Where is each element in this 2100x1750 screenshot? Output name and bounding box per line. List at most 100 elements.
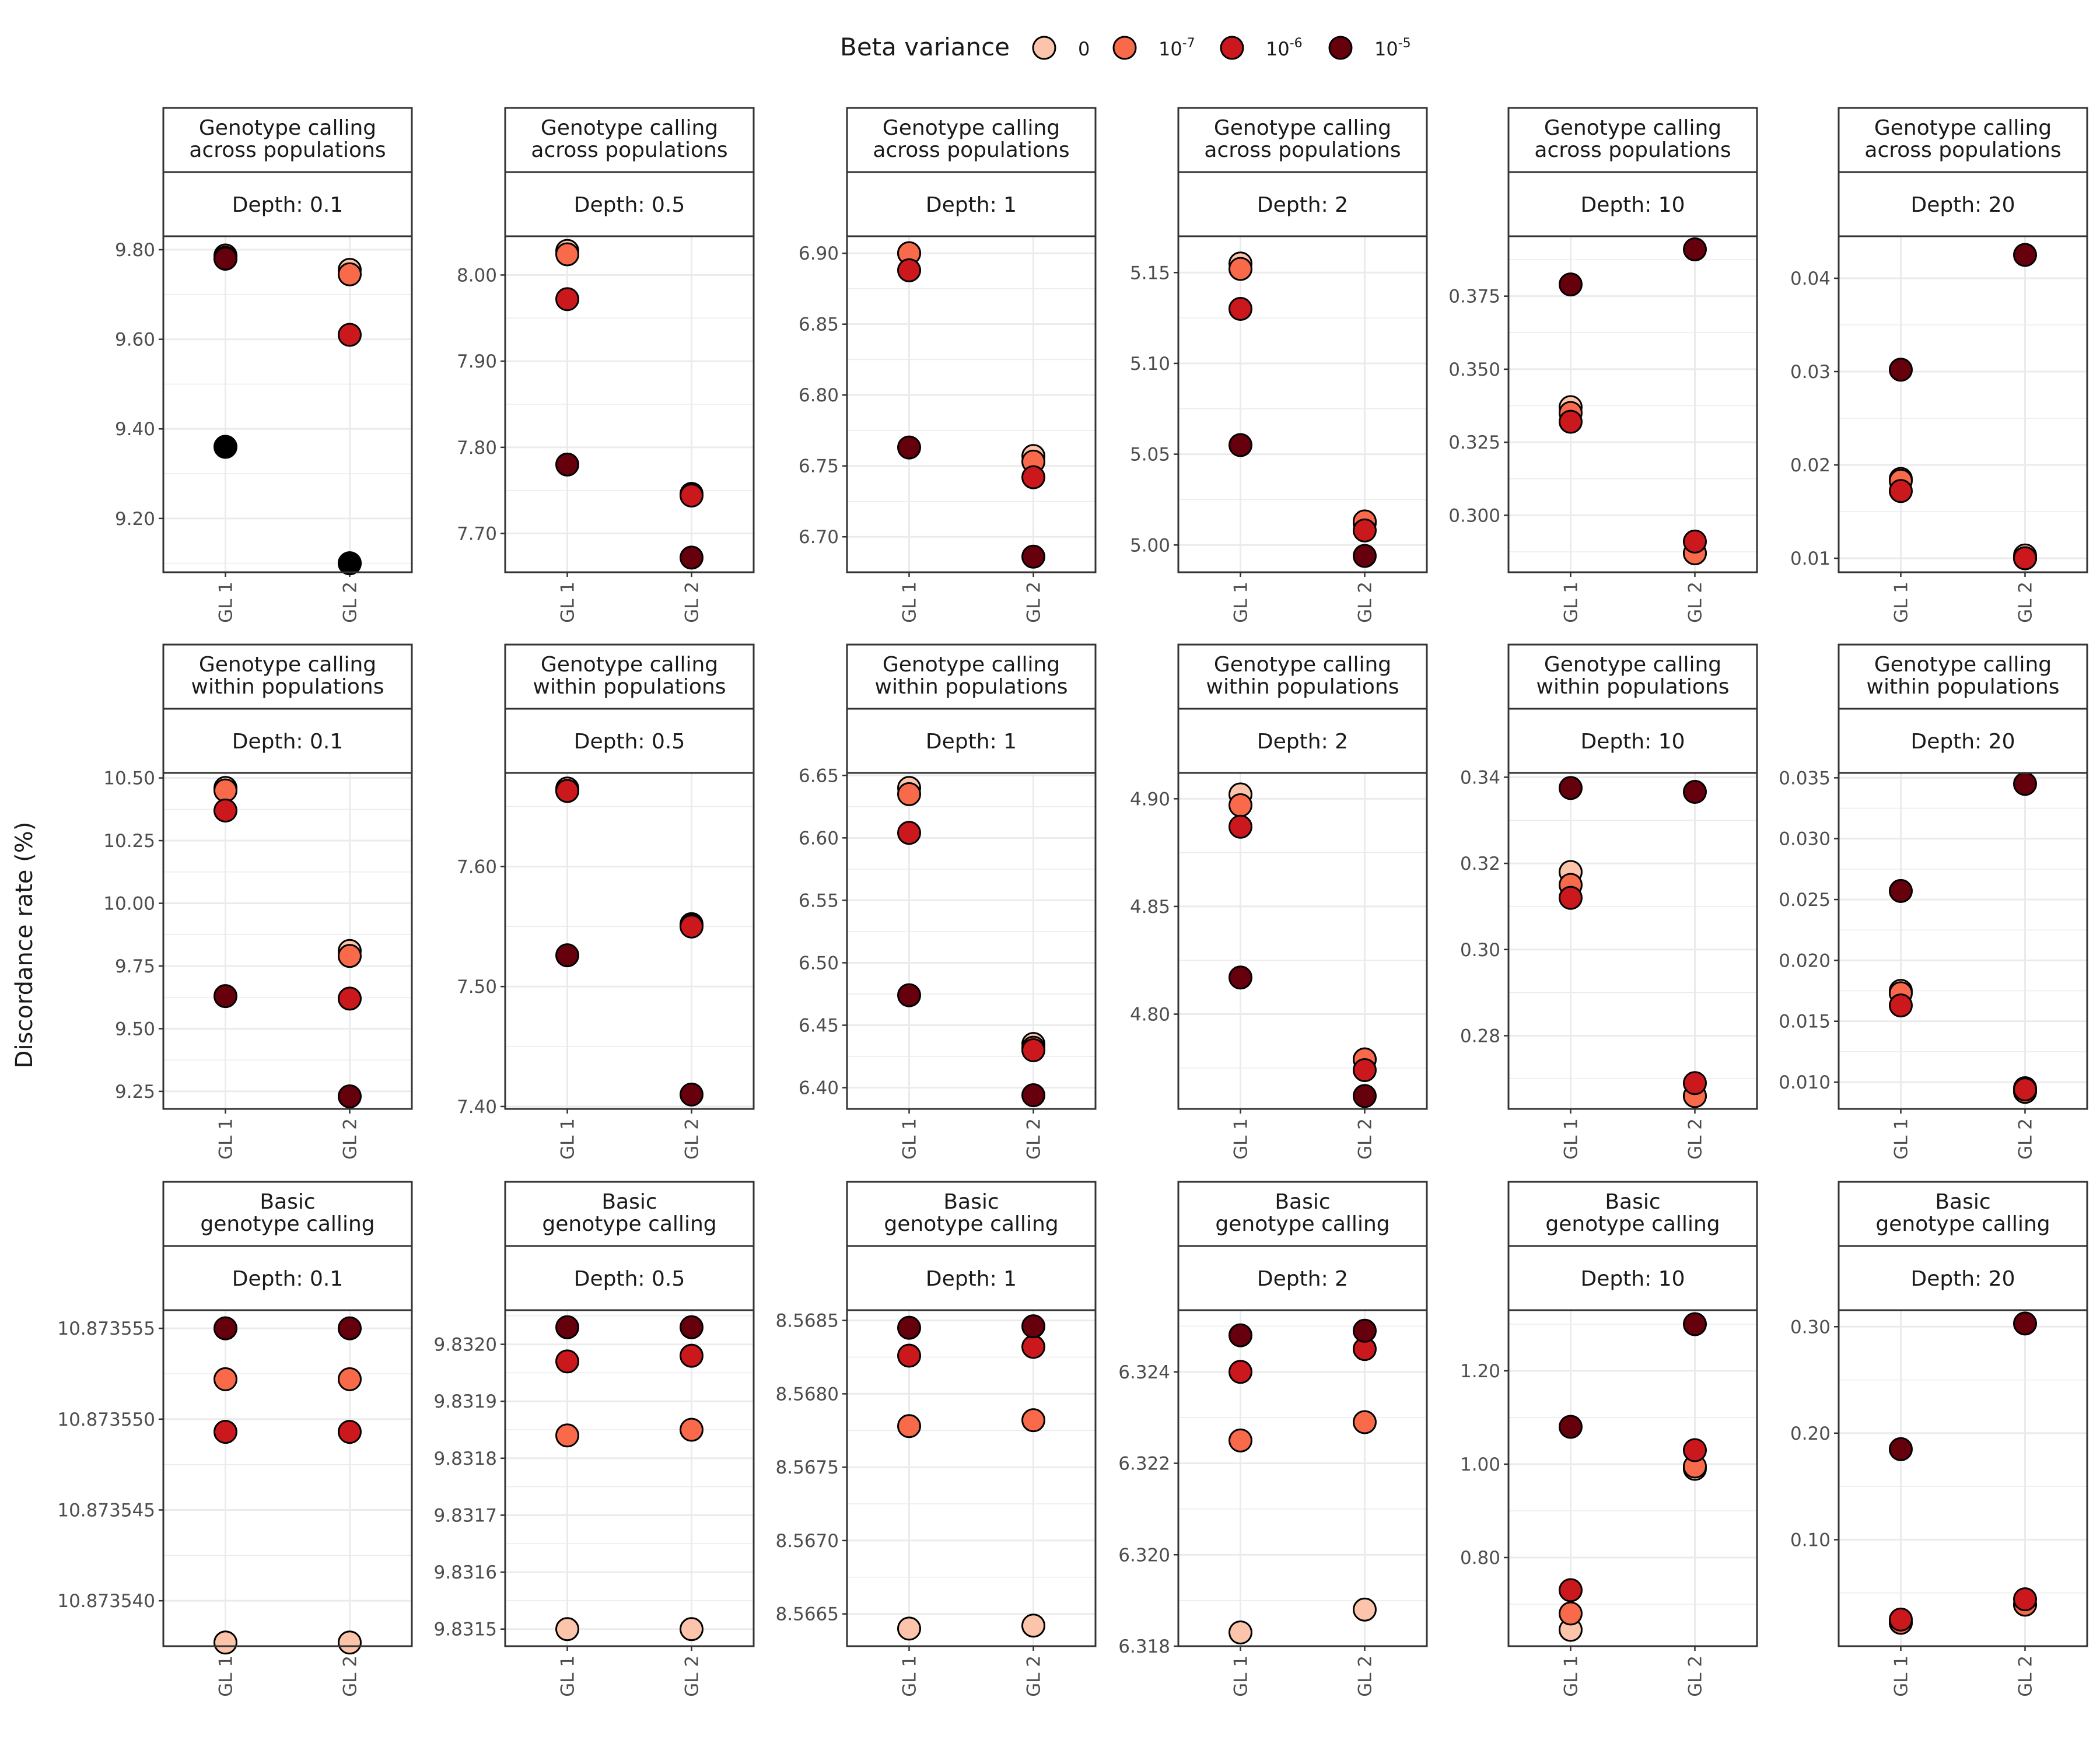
- y-tick-label: 0.325: [1448, 432, 1500, 453]
- panel-strip-method: [162, 107, 413, 173]
- plot-area: [505, 773, 754, 1109]
- panel-method-label: across populations: [1204, 138, 1401, 162]
- point-10^-7-GL1: [897, 782, 921, 806]
- y-tick-label: 8.5675: [776, 1457, 839, 1478]
- point-10^-6-GL2: [1683, 529, 1707, 554]
- y-tick-label: 6.80: [799, 385, 839, 406]
- y-tick-label: 5.00: [1130, 535, 1170, 556]
- y-tick-label: 8.00: [457, 265, 497, 286]
- point-10^-5-GL1: [897, 435, 921, 460]
- y-tick-label: 0.30: [1790, 1317, 1831, 1338]
- y-tick-label: 0.30: [1460, 940, 1500, 961]
- y-tick-label: 9.25: [115, 1082, 155, 1102]
- point-10^-5-GL1: [1228, 1323, 1252, 1348]
- point-10^-5-GL1: [1889, 1437, 1913, 1461]
- point-10^-5-GL2: [2013, 243, 2037, 267]
- y-tick-label: 0.01: [1790, 548, 1831, 569]
- panel-strip-depth: [1177, 171, 1428, 237]
- y-tick-label: 6.75: [799, 456, 839, 477]
- panel-method-label: within populations: [1536, 675, 1730, 699]
- point-10^-5-GL2: [1353, 1318, 1377, 1343]
- panel-method-label: Basic: [1275, 1190, 1330, 1214]
- y-tick-label: 0.20: [1790, 1423, 1831, 1444]
- y-tick-label: 9.8316: [434, 1562, 497, 1583]
- x-tick-label: GL 1: [1561, 582, 1582, 623]
- panel-method-label: across populations: [531, 138, 727, 162]
- point-10^-5-GL2: [1021, 1314, 1045, 1339]
- panel-strip-depth: [1177, 708, 1428, 774]
- y-tick-label: 10.873550: [57, 1409, 155, 1430]
- y-tick-label: 7.70: [457, 524, 497, 545]
- y-tick-label: 8.5685: [776, 1311, 839, 1332]
- x-tick-label: GL 1: [900, 582, 921, 623]
- panel-strip-method: [162, 643, 413, 710]
- point-10^-5-GL1: [214, 984, 237, 1009]
- point-10^-6-GL2: [1021, 1335, 1045, 1359]
- panel-border: [1177, 1309, 1428, 1647]
- point-10^-6-GL1: [897, 1343, 921, 1368]
- x-tick-label: GL 1: [558, 1118, 579, 1160]
- panel-strip-method: [504, 643, 755, 710]
- panel-depth-label: Depth: 10: [1580, 193, 1685, 217]
- point-10^-6-GL2: [2013, 1587, 2037, 1612]
- panel-method-label: genotype calling: [1875, 1212, 2050, 1236]
- legend-title: Beta variance: [840, 33, 1010, 61]
- legend-label-0: 0: [1078, 38, 1090, 60]
- plot-area: [1178, 236, 1427, 572]
- y-tick-label: 0.10: [1790, 1530, 1831, 1550]
- x-tick-label: GL 1: [216, 582, 237, 623]
- y-tick-label: 9.80: [115, 240, 155, 261]
- point-10^-6-GL1: [1228, 297, 1252, 321]
- panel-method-label: within populations: [875, 675, 1068, 699]
- x-tick-label: GL 1: [1891, 582, 1912, 623]
- x-tick-label: GL 1: [1561, 1656, 1582, 1697]
- panel-method-label: across populations: [873, 138, 1069, 162]
- x-tick-label: GL 2: [1355, 1656, 1376, 1697]
- legend: Beta variance 0 10-7 10-6 10-5: [840, 33, 1411, 61]
- point-10^-6-GL2: [680, 914, 704, 939]
- x-tick-label: GL 2: [1024, 582, 1045, 623]
- y-tick-label: 6.70: [799, 527, 839, 548]
- y-tick-label: 9.8319: [434, 1391, 497, 1412]
- point-10^-5-GL2: [1353, 1084, 1377, 1108]
- panel-strip-method: [846, 1181, 1097, 1247]
- y-tick-label: 9.8315: [434, 1619, 497, 1640]
- x-tick-label: GL 2: [2015, 1118, 2036, 1160]
- plot-area: [163, 773, 412, 1109]
- panel-method-label: Basic: [260, 1190, 315, 1214]
- y-tick-label: 9.60: [115, 330, 155, 351]
- panel-strip-method: [1177, 643, 1428, 710]
- y-tick-label: 6.318: [1118, 1636, 1170, 1657]
- y-tick-label: 10.873555: [57, 1318, 155, 1339]
- y-tick-label: 0.03: [1790, 362, 1831, 383]
- point-10^-6-GL1: [214, 798, 237, 822]
- point-10^-6-GL2: [1683, 1438, 1707, 1462]
- y-tick-label: 0.28: [1460, 1026, 1500, 1046]
- panel-method-label: within populations: [191, 675, 384, 699]
- x-tick-label: GL 1: [1891, 1118, 1912, 1160]
- plot-area: [505, 1310, 754, 1646]
- panel-strip-method: [1838, 643, 2088, 710]
- panel-method-label: genotype calling: [1545, 1212, 1720, 1236]
- point-10^-5-GL1: [1228, 965, 1252, 990]
- point-10^-6-GL1: [1889, 993, 1913, 1018]
- point-10^-5-GL1: [214, 1316, 237, 1340]
- point-10^-6-GL1: [1889, 1607, 1913, 1632]
- legend-key-1: [1112, 36, 1137, 60]
- legend-key-0: [1032, 36, 1056, 60]
- x-tick-label: GL 1: [1231, 1118, 1252, 1160]
- panel-method-label: within populations: [533, 675, 726, 699]
- panel-method-label: genotype calling: [542, 1212, 716, 1236]
- x-tick-label: GL 1: [1231, 1656, 1252, 1697]
- y-tick-label: 10.50: [103, 768, 155, 789]
- panel-border: [846, 235, 1097, 573]
- panel-border: [504, 1309, 755, 1647]
